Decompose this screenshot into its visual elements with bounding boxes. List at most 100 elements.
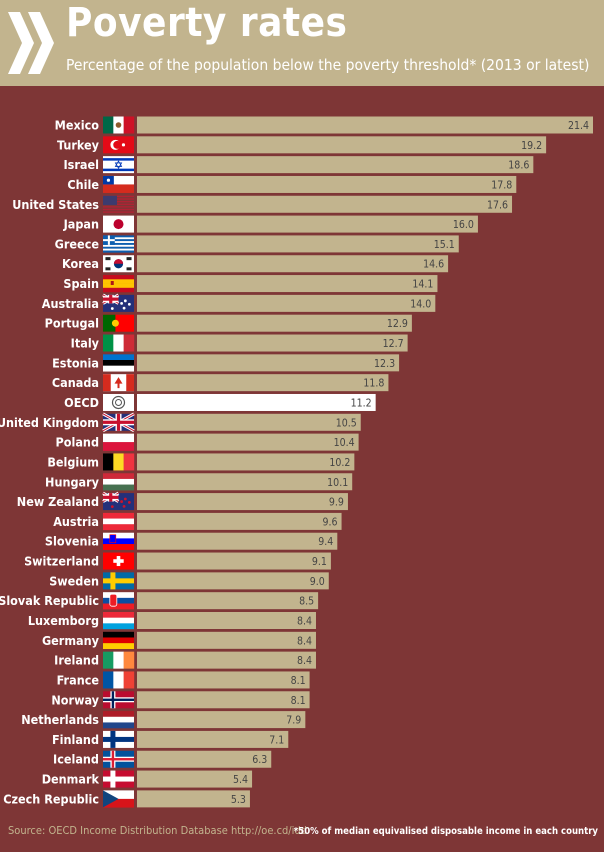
category-label: Austria [53, 514, 99, 529]
category-label: Korea [62, 256, 99, 271]
category-label: New Zealand [17, 494, 99, 509]
category-label: Greece [55, 236, 100, 251]
category-label: Japan [63, 217, 99, 232]
bar [137, 156, 534, 174]
value-label: 14.1 [412, 279, 433, 291]
category-label: France [57, 672, 100, 687]
category-label: Chile [67, 177, 99, 192]
value-label: 11.8 [363, 378, 384, 390]
value-label: 16.0 [453, 219, 474, 231]
switzerland-flag-icon [103, 552, 134, 570]
value-label: 9.0 [310, 576, 325, 588]
denmark-flag-icon [103, 770, 134, 788]
category-label: Finland [52, 732, 99, 747]
bar [137, 572, 329, 590]
category-label: Mexico [55, 118, 100, 133]
category-label: Luxemborg [28, 613, 99, 628]
value-label: 11.2 [351, 397, 372, 409]
value-label: 8.4 [297, 635, 312, 647]
finland-flag-icon [103, 730, 134, 748]
bar [137, 730, 289, 748]
category-label: Sweden [49, 573, 99, 588]
value-label: 5.3 [231, 794, 246, 806]
bar [137, 671, 310, 689]
category-label: Germany [42, 633, 100, 648]
bar [137, 116, 593, 134]
category-label: Poland [56, 435, 99, 450]
spain-flag-icon [103, 275, 134, 293]
value-label: 14.6 [423, 259, 444, 271]
value-label: 8.1 [291, 675, 306, 687]
category-label: Norway [51, 692, 99, 707]
bar [137, 651, 316, 669]
category-label: Turkey [57, 137, 100, 152]
category-label: OECD [64, 395, 99, 410]
japan-flag-icon [103, 215, 134, 233]
netherlands-flag-icon [103, 711, 134, 729]
norway-flag-icon [103, 691, 134, 709]
luxembourg-flag-icon [103, 612, 134, 630]
korea-flag-icon [103, 255, 134, 273]
value-label: 10.4 [334, 437, 355, 449]
bar [137, 255, 449, 273]
page-subtitle: Percentage of the population below the p… [66, 56, 590, 74]
bar [137, 195, 513, 213]
bar [137, 294, 436, 312]
bar [137, 453, 355, 471]
value-label: 17.6 [487, 199, 508, 211]
source-note: Source: OECD Income Distribution Databas… [8, 824, 307, 837]
france-flag-icon [103, 671, 135, 689]
value-label: 14.0 [410, 298, 431, 310]
bar [137, 175, 517, 193]
category-label: Czech Republic [3, 791, 99, 806]
estonia-flag-icon [103, 354, 134, 372]
value-label: 6.3 [252, 754, 267, 766]
category-label: Slovenia [45, 534, 99, 549]
bar [137, 512, 342, 530]
footnote: *50% of median equivalised disposable in… [293, 826, 598, 837]
bar [137, 374, 389, 392]
value-label: 8.4 [297, 616, 312, 628]
category-label: Switzerland [24, 554, 99, 569]
bar [137, 334, 408, 352]
chevron-logo-icon [8, 12, 54, 74]
new-zealand-flag-icon [102, 491, 134, 511]
bar [137, 235, 459, 253]
value-label: 8.4 [297, 655, 312, 667]
bar [137, 750, 272, 768]
category-label: Denmark [42, 772, 100, 787]
germany-flag-icon [103, 631, 134, 650]
value-label: 9.1 [312, 556, 327, 568]
slovenia-flag-icon [103, 532, 134, 550]
category-label: Netherlands [21, 712, 99, 727]
belgium-flag-icon [103, 453, 135, 471]
poverty-bar-chart: Mexico 21.4 Turkey 19.2 Israel 18.6 Chile 17.8 U… [0, 116, 593, 808]
bar [137, 275, 438, 293]
value-label: 17.8 [491, 179, 512, 191]
value-label: 5.4 [233, 774, 248, 786]
bar [137, 215, 478, 233]
bar [137, 631, 316, 649]
bar [137, 433, 359, 451]
value-label: 12.7 [383, 338, 404, 350]
value-label: 12.3 [374, 358, 395, 370]
bar [137, 592, 319, 610]
bar [137, 790, 250, 808]
bar [137, 413, 361, 431]
bar [137, 354, 400, 372]
value-label: 19.2 [521, 140, 542, 152]
value-label: 7.1 [269, 734, 284, 746]
australia-flag-icon [102, 293, 134, 312]
bar [137, 473, 353, 491]
canada-flag-icon [103, 374, 134, 392]
ireland-flag-icon [103, 651, 135, 669]
bar [137, 770, 253, 788]
category-label: Israel [64, 157, 100, 172]
category-label: Ireland [54, 653, 99, 668]
category-label: Portugal [45, 316, 99, 331]
iceland-flag-icon [103, 750, 134, 768]
hungary-flag-icon [103, 473, 134, 491]
value-label: 10.1 [327, 477, 348, 489]
header-band: Poverty rates Percentage of the populati… [0, 0, 604, 86]
category-label: Hungary [45, 474, 100, 489]
